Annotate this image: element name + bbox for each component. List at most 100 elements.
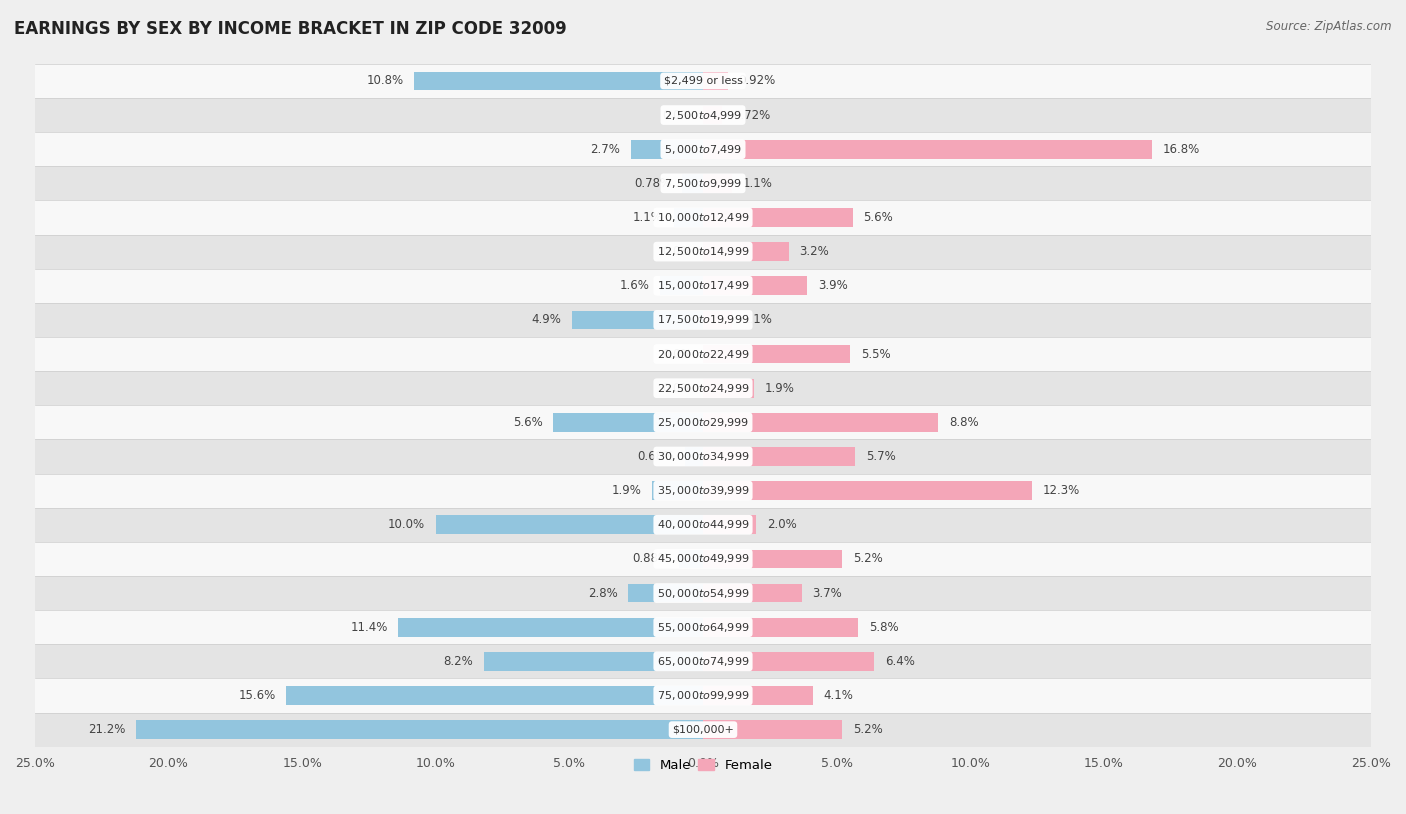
Text: $5,000 to $7,499: $5,000 to $7,499	[664, 142, 742, 155]
Text: 0.0%: 0.0%	[662, 382, 692, 395]
Bar	[679, 549, 703, 568]
Bar	[35, 644, 1371, 678]
Text: 0.78%: 0.78%	[634, 177, 672, 190]
Text: $17,500 to $19,999: $17,500 to $19,999	[657, 313, 749, 326]
Text: $20,000 to $22,499: $20,000 to $22,499	[657, 348, 749, 361]
Bar	[35, 474, 1371, 508]
Text: 1.1%: 1.1%	[744, 313, 773, 326]
Bar	[35, 337, 1371, 371]
Text: $65,000 to $74,999: $65,000 to $74,999	[657, 654, 749, 667]
Bar	[628, 584, 703, 602]
Text: 1.1%: 1.1%	[744, 177, 773, 190]
Text: 8.2%: 8.2%	[443, 654, 474, 667]
Text: 5.2%: 5.2%	[852, 553, 883, 566]
Bar	[35, 132, 1371, 166]
Bar	[398, 618, 703, 637]
Bar	[703, 277, 807, 295]
Bar	[703, 413, 938, 431]
Bar	[35, 508, 1371, 542]
Text: $75,000 to $99,999: $75,000 to $99,999	[657, 689, 749, 702]
Bar	[35, 200, 1371, 234]
Bar	[703, 72, 727, 90]
Bar	[415, 72, 703, 90]
Text: 0.0%: 0.0%	[662, 348, 692, 361]
Text: 1.1%: 1.1%	[633, 211, 662, 224]
Bar	[673, 208, 703, 227]
Bar	[35, 166, 1371, 200]
Text: 3.7%: 3.7%	[813, 587, 842, 600]
Text: 1.9%: 1.9%	[765, 382, 794, 395]
Text: $25,000 to $29,999: $25,000 to $29,999	[657, 416, 749, 429]
Text: 0.88%: 0.88%	[631, 553, 669, 566]
Bar	[703, 652, 875, 671]
Text: 5.6%: 5.6%	[863, 211, 893, 224]
Text: 21.2%: 21.2%	[89, 723, 125, 736]
Text: 5.8%: 5.8%	[869, 621, 898, 634]
Text: 0.0%: 0.0%	[662, 108, 692, 121]
Text: EARNINGS BY SEX BY INCOME BRACKET IN ZIP CODE 32009: EARNINGS BY SEX BY INCOME BRACKET IN ZIP…	[14, 20, 567, 38]
Text: 1.6%: 1.6%	[620, 279, 650, 292]
Bar	[35, 371, 1371, 405]
Text: $15,000 to $17,499: $15,000 to $17,499	[657, 279, 749, 292]
Bar	[554, 413, 703, 431]
Bar	[703, 106, 723, 125]
Bar	[484, 652, 703, 671]
Bar	[703, 447, 855, 466]
Bar	[35, 576, 1371, 610]
Text: $40,000 to $44,999: $40,000 to $44,999	[657, 519, 749, 532]
Bar	[35, 542, 1371, 576]
Text: 10.8%: 10.8%	[367, 74, 404, 87]
Bar	[703, 584, 801, 602]
Text: 6.4%: 6.4%	[884, 654, 914, 667]
Text: $7,500 to $9,999: $7,500 to $9,999	[664, 177, 742, 190]
Bar	[703, 549, 842, 568]
Text: $10,000 to $12,499: $10,000 to $12,499	[657, 211, 749, 224]
Text: $12,500 to $14,999: $12,500 to $14,999	[657, 245, 749, 258]
Text: $50,000 to $54,999: $50,000 to $54,999	[657, 587, 749, 600]
Bar	[136, 720, 703, 739]
Bar	[685, 447, 703, 466]
Text: $30,000 to $34,999: $30,000 to $34,999	[657, 450, 749, 463]
Text: 5.7%: 5.7%	[866, 450, 896, 463]
Bar	[35, 440, 1371, 474]
Bar	[703, 618, 858, 637]
Legend: Male, Female: Male, Female	[628, 754, 778, 777]
Bar	[703, 140, 1152, 159]
Bar	[631, 140, 703, 159]
Bar	[652, 481, 703, 500]
Bar	[35, 712, 1371, 746]
Bar	[35, 678, 1371, 712]
Text: 0.92%: 0.92%	[738, 74, 776, 87]
Text: 5.6%: 5.6%	[513, 416, 543, 429]
Text: 4.9%: 4.9%	[531, 313, 561, 326]
Text: 16.8%: 16.8%	[1163, 142, 1199, 155]
Text: $45,000 to $49,999: $45,000 to $49,999	[657, 553, 749, 566]
Text: 2.8%: 2.8%	[588, 587, 617, 600]
Text: 0.0%: 0.0%	[662, 245, 692, 258]
Bar	[703, 310, 733, 330]
Text: 8.8%: 8.8%	[949, 416, 979, 429]
Bar	[35, 63, 1371, 98]
Text: $100,000+: $100,000+	[672, 724, 734, 734]
Text: 0.68%: 0.68%	[637, 450, 673, 463]
Bar	[572, 310, 703, 330]
Bar	[35, 303, 1371, 337]
Text: $35,000 to $39,999: $35,000 to $39,999	[657, 484, 749, 497]
Bar	[703, 208, 852, 227]
Text: 2.7%: 2.7%	[591, 142, 620, 155]
Bar	[661, 277, 703, 295]
Bar	[35, 98, 1371, 132]
Bar	[703, 344, 851, 363]
Bar	[35, 610, 1371, 644]
Text: 5.5%: 5.5%	[860, 348, 890, 361]
Text: 10.0%: 10.0%	[388, 519, 425, 532]
Bar	[436, 515, 703, 534]
Text: $2,499 or less: $2,499 or less	[664, 76, 742, 86]
Bar	[703, 515, 756, 534]
Bar	[703, 720, 842, 739]
Bar	[703, 174, 733, 193]
Text: 15.6%: 15.6%	[238, 689, 276, 702]
Text: 11.4%: 11.4%	[350, 621, 388, 634]
Text: 4.1%: 4.1%	[824, 689, 853, 702]
Text: Source: ZipAtlas.com: Source: ZipAtlas.com	[1267, 20, 1392, 33]
